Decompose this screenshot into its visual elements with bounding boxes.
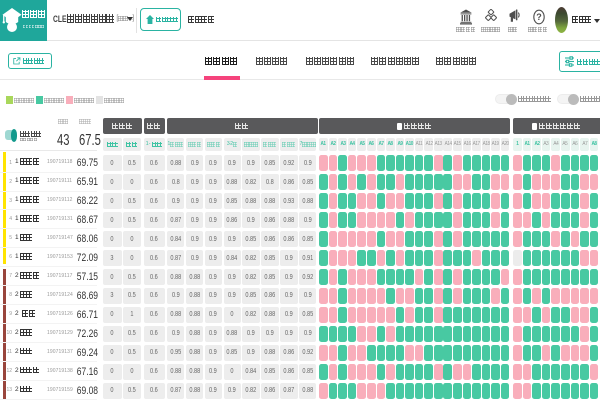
svg-text:?: ? <box>536 12 542 22</box>
